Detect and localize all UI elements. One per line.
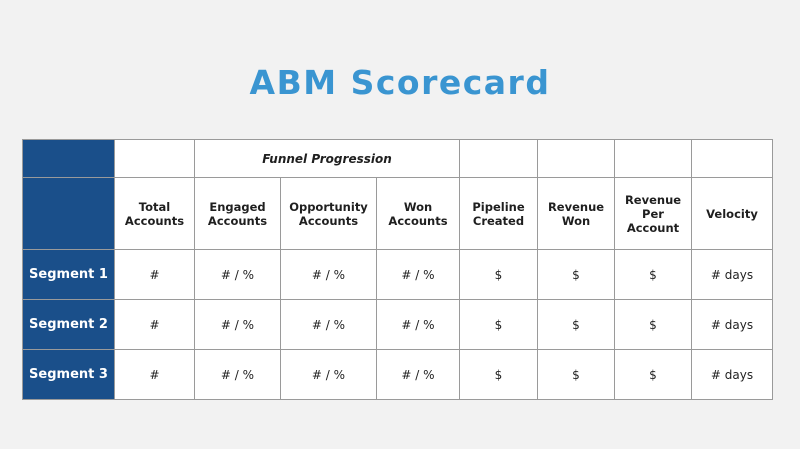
empty-header-cell [537, 139, 615, 178]
column-header: Won Accounts [376, 177, 460, 250]
table-cell: # days [691, 299, 773, 350]
table-cell: $ [614, 299, 692, 350]
table-cell: $ [459, 299, 538, 350]
column-header: Engaged Accounts [194, 177, 281, 250]
empty-header-cell [114, 139, 195, 178]
column-header: Revenue Per Account [614, 177, 692, 250]
column-header: Opportunity Accounts [280, 177, 377, 250]
table-cell: $ [537, 299, 615, 350]
table-cell: # [114, 299, 195, 350]
column-header-row: Total Accounts Engaged Accounts Opportun… [22, 177, 773, 250]
column-header: Pipeline Created [459, 177, 538, 250]
corner-cell [22, 139, 115, 178]
table-cell: # [114, 349, 195, 400]
row-header-segment-3: Segment 3 [22, 349, 115, 400]
table-cell: $ [614, 349, 692, 400]
empty-header-cell [691, 139, 773, 178]
column-header: Total Accounts [114, 177, 195, 250]
table-cell: $ [459, 349, 538, 400]
table-row: Segment 3 # # / % # / % # / % $ $ $ # da… [22, 349, 773, 400]
table-cell: # / % [280, 349, 377, 400]
table-cell: # / % [280, 299, 377, 350]
table-cell: # / % [376, 249, 460, 300]
table-cell: # [114, 249, 195, 300]
table-cell: # / % [376, 299, 460, 350]
table-cell: # / % [194, 299, 281, 350]
table-row: Segment 2 # # / % # / % # / % $ $ $ # da… [22, 299, 773, 350]
row-header-segment-1: Segment 1 [22, 249, 115, 300]
table-cell: # days [691, 349, 773, 400]
funnel-progression-header: Funnel Progression [194, 139, 460, 178]
corner-cell [22, 177, 115, 250]
table-row: Segment 1 # # / % # / % # / % $ $ $ # da… [22, 249, 773, 300]
table-cell: # / % [194, 249, 281, 300]
column-header: Velocity [691, 177, 773, 250]
table-cell: # / % [194, 349, 281, 400]
table-cell: $ [614, 249, 692, 300]
table-cell: # days [691, 249, 773, 300]
empty-header-cell [614, 139, 692, 178]
scorecard-table: Funnel Progression Total Accounts Engage… [22, 139, 773, 400]
table-cell: $ [537, 249, 615, 300]
table-cell: $ [537, 349, 615, 400]
table-cell: $ [459, 249, 538, 300]
row-header-segment-2: Segment 2 [22, 299, 115, 350]
funnel-header-row: Funnel Progression [22, 139, 773, 178]
page-title: ABM Scorecard [249, 63, 551, 102]
table-cell: # / % [376, 349, 460, 400]
column-header: Revenue Won [537, 177, 615, 250]
empty-header-cell [459, 139, 538, 178]
table-cell: # / % [280, 249, 377, 300]
